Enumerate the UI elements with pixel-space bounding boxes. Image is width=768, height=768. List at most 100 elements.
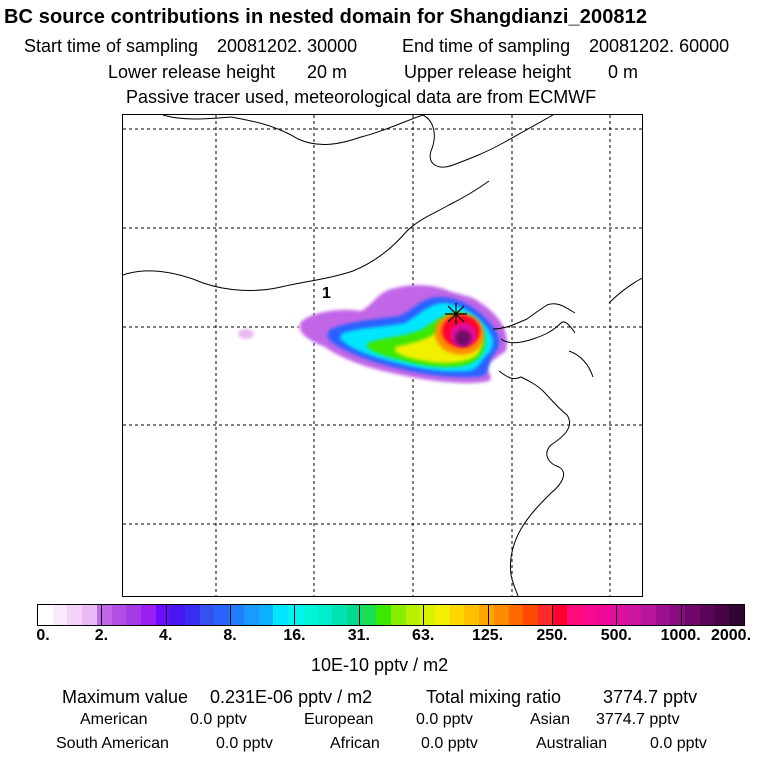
total-mixing-value: 3774.7 pptv xyxy=(603,687,698,707)
colorbar-cell xyxy=(714,605,730,625)
max-value-label: Maximum value xyxy=(62,687,189,707)
colorbar-cell xyxy=(729,605,744,625)
colorbar-tick-label: 8. xyxy=(223,627,237,644)
lower-release-label: Lower release height xyxy=(108,62,276,82)
colorbar-divider xyxy=(358,604,360,626)
region-south-american-value: 0.0 pptv xyxy=(216,735,273,752)
colorbar-tick-label: 31. xyxy=(347,627,370,644)
colorbar-cell xyxy=(464,605,480,625)
colorbar-cell xyxy=(684,605,700,625)
colorbar-tick-label: 2000. xyxy=(710,627,752,644)
coastline-bohai xyxy=(492,303,576,330)
colorbar-cell xyxy=(155,605,171,625)
graticule xyxy=(123,115,642,596)
colorbar-cell xyxy=(243,605,259,625)
colorbar-cell xyxy=(52,605,68,625)
colorbar-cell xyxy=(508,605,524,625)
colorbar-cell xyxy=(67,605,83,625)
colorbar-tick-label: 250. xyxy=(536,627,568,644)
colorbar-cell xyxy=(258,605,274,625)
colorbar-tick-label: 4. xyxy=(159,627,173,644)
map-annotation-label: 1 xyxy=(322,285,331,302)
colorbar-tick-label: 2. xyxy=(94,627,109,644)
star-marker xyxy=(445,303,467,325)
map-canvas: 1 xyxy=(123,115,642,596)
colorbar-cell xyxy=(38,605,53,625)
colorbar-divider xyxy=(487,604,489,626)
colorbar-tick-label: 1000. xyxy=(660,627,701,644)
colorbar-divider xyxy=(230,604,232,626)
colorbar-cell xyxy=(390,605,406,625)
colorbar-cell xyxy=(537,605,553,625)
region-south-american-label: South American xyxy=(56,735,169,752)
region-australian-label: Australian xyxy=(536,735,608,752)
start-time-value: 20081202. 30000 xyxy=(217,36,358,56)
colorbar-divider xyxy=(551,604,553,626)
region-european-label: European xyxy=(304,711,374,728)
colorbar-cell xyxy=(611,605,627,625)
colorbar-tick-label: 500. xyxy=(600,627,632,644)
coastline-south xyxy=(498,370,571,596)
colorbar-cell xyxy=(126,605,141,625)
colorbar-tick-label: 63. xyxy=(412,627,435,644)
colorbar-divider xyxy=(616,604,618,626)
colorbar-cell xyxy=(582,605,597,625)
total-mixing-label: Total mixing ratio xyxy=(426,687,562,707)
colorbar-cell xyxy=(434,605,450,625)
colorbar-units: 10E-10 pptv / m2 xyxy=(311,655,449,675)
colorbar-cell xyxy=(449,605,465,625)
colorbar-cell xyxy=(229,605,244,625)
colorbar-tick-label: 125. xyxy=(471,627,504,644)
colorbar-divider xyxy=(294,604,296,626)
plume-small-blob xyxy=(238,329,254,339)
colorbar-divider xyxy=(680,604,682,626)
plume-peak xyxy=(455,330,471,346)
map-panel: 1 xyxy=(122,114,643,597)
colorbar-cell xyxy=(493,605,509,625)
colorbar-cell xyxy=(567,605,583,625)
colorbar-cell xyxy=(361,605,377,625)
colorbar-cell xyxy=(655,605,671,625)
lower-release-value: 20 m xyxy=(307,62,348,82)
colorbar-tick-label: 16. xyxy=(283,627,306,644)
region-asian-value: 3774.7 pptv xyxy=(596,711,680,728)
colorbar-cell xyxy=(670,605,685,625)
tracer-note: Passive tracer used, meteorological data… xyxy=(126,87,597,107)
coastline-central xyxy=(123,180,490,291)
coastlines xyxy=(123,115,642,596)
colorbar-cell xyxy=(640,605,656,625)
region-australian-value: 0.0 pptv xyxy=(650,735,707,752)
colorbar-divider xyxy=(101,604,103,626)
region-african-label: African xyxy=(330,735,380,752)
colorbar-cell xyxy=(552,605,568,625)
colorbar-cell xyxy=(405,605,421,625)
colorbar-cell xyxy=(96,605,112,625)
colorbar-cell xyxy=(346,605,362,625)
coastline-peninsula xyxy=(568,350,594,378)
colorbar-cell xyxy=(199,605,215,625)
start-time-label: Start time of sampling xyxy=(24,36,199,56)
colorbar-cell xyxy=(170,605,186,625)
colorbar-cell xyxy=(596,605,612,625)
colorbar-cell xyxy=(140,605,156,625)
colorbar-cell xyxy=(626,605,641,625)
colorbar-cell xyxy=(523,605,538,625)
end-time-value: 20081202. 60000 xyxy=(589,36,730,56)
colorbar-cell xyxy=(479,605,494,625)
max-value: 0.231E-06 pptv / m2 xyxy=(210,687,373,707)
colorbar-cell xyxy=(302,605,318,625)
colorbar xyxy=(37,604,745,626)
colorbar-divider xyxy=(165,604,167,626)
colorbar-cell xyxy=(82,605,97,625)
upper-release-value: 0 m xyxy=(608,62,639,82)
coastline-east xyxy=(608,277,642,304)
colorbar-cell xyxy=(273,605,288,625)
region-asian-label: Asian xyxy=(530,711,571,728)
colorbar-cell xyxy=(699,605,715,625)
region-american-value: 0.0 pptv xyxy=(190,711,247,728)
colorbar-cell xyxy=(332,605,347,625)
colorbar-cell xyxy=(185,605,200,625)
map-title: BC source contributions in nested domain… xyxy=(4,6,648,28)
coastline-northeast xyxy=(422,115,554,168)
region-african-value: 0.0 pptv xyxy=(421,735,478,752)
